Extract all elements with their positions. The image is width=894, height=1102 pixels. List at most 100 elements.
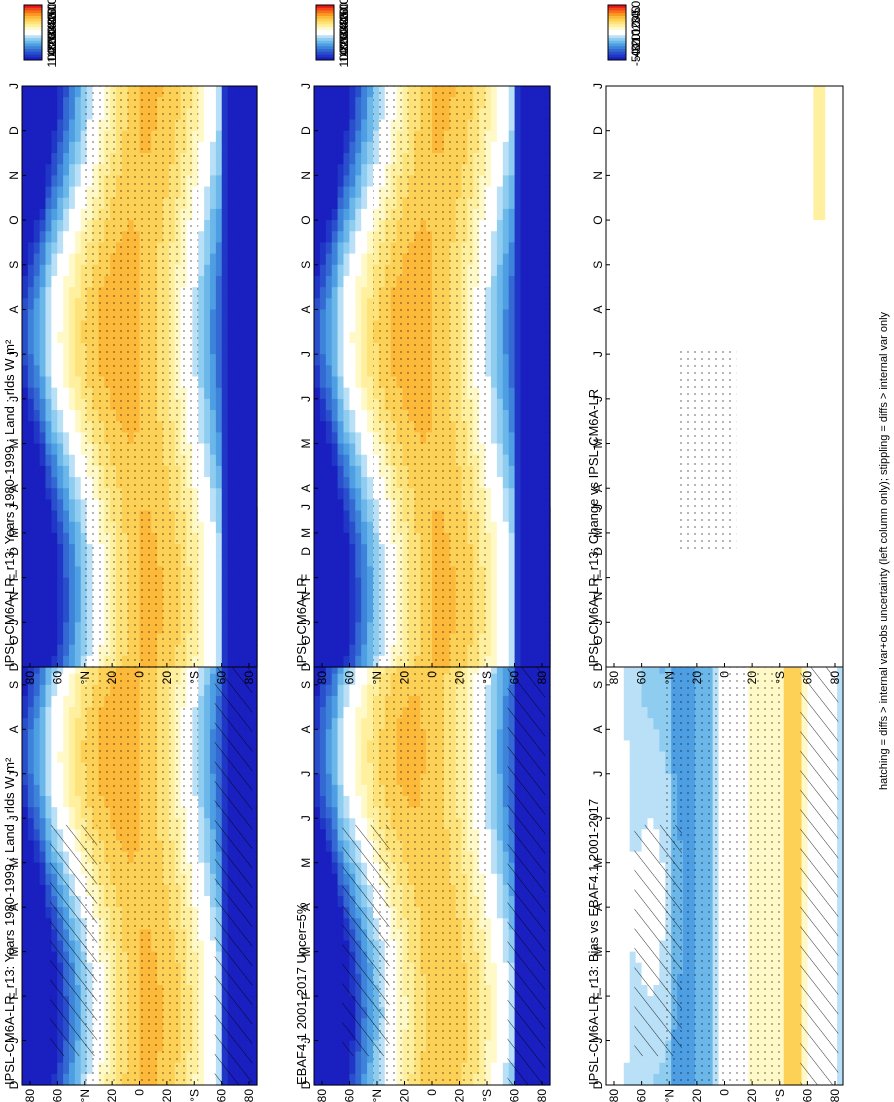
heatmap-cell <box>337 840 345 853</box>
heatmap-cell <box>251 662 258 675</box>
heatmap-cell <box>491 784 498 797</box>
heatmap-cell <box>198 984 205 997</box>
heatmap-cell <box>251 873 258 886</box>
heatmap-cell <box>319 762 327 775</box>
month-label: A <box>299 903 313 911</box>
heatmap-cell <box>325 684 333 697</box>
heatmap-cell <box>204 1040 211 1053</box>
heatmap-cell <box>331 862 339 875</box>
heatmap-cell <box>349 695 356 708</box>
heatmap-cell <box>617 962 625 975</box>
heatmap-cell <box>617 896 625 908</box>
heatmap-cell <box>343 773 350 786</box>
heatmap-cell <box>45 940 52 953</box>
heatmap-cell <box>314 762 321 775</box>
heatmap-cell <box>22 807 29 819</box>
heatmap-cell <box>491 1029 498 1042</box>
heatmap-cell <box>659 673 666 686</box>
heatmap-cell <box>27 762 35 775</box>
heatmap-cell <box>22 740 29 753</box>
heatmap-cell <box>337 1018 345 1031</box>
heatmap-cell <box>659 707 666 719</box>
heatmap-cell <box>27 673 35 686</box>
heatmap-cell <box>198 973 205 986</box>
heatmap-cell <box>606 1029 613 1042</box>
heatmap-cell <box>198 996 205 1008</box>
heatmap-cell <box>251 818 258 830</box>
heatmap-cell <box>653 1051 660 1064</box>
heatmap-cell <box>27 751 35 764</box>
heatmap-cell <box>33 1073 41 1086</box>
heatmap-cell <box>635 818 643 830</box>
heatmap-cell <box>611 1018 619 1031</box>
heatmap-cell <box>22 684 29 697</box>
heatmap-cell <box>325 762 333 775</box>
heatmap-cell <box>27 695 35 708</box>
heatmap-cell <box>210 996 217 1008</box>
heatmap-cell <box>544 762 551 775</box>
heatmap-cell <box>659 784 666 797</box>
heatmap-cell <box>33 1029 41 1042</box>
month-label: J <box>7 815 21 821</box>
heatmap-cell <box>606 773 613 786</box>
heatmap-cell <box>33 751 41 764</box>
heatmap-cell <box>74 751 82 764</box>
heatmap-cell <box>491 918 498 930</box>
heatmap-cell <box>22 862 29 875</box>
heatmap-cell <box>331 796 339 808</box>
heatmap-cell <box>57 773 64 786</box>
heatmap-cell <box>659 740 666 753</box>
heatmap-cell <box>641 796 649 808</box>
heatmap-cell <box>606 1018 613 1031</box>
heatmap-cell <box>319 862 327 875</box>
heatmap-cell <box>251 695 258 708</box>
lat-label: 60 <box>215 1089 229 1102</box>
heatmap-cell <box>198 851 205 864</box>
heatmap-cell <box>314 851 321 864</box>
heatmap-cell <box>314 673 321 686</box>
heatmap-cell <box>367 784 374 797</box>
heatmap-cell <box>496 907 504 919</box>
heatmap-cell <box>27 840 35 853</box>
heatmap-cell <box>331 662 339 675</box>
heatmap-cell <box>355 784 362 797</box>
heatmap-cell <box>74 729 82 742</box>
heatmap-cell <box>314 1073 321 1086</box>
heatmap-cell <box>251 907 258 919</box>
heatmap-cell <box>611 662 619 675</box>
heatmap-cell <box>33 829 41 842</box>
heatmap-cell <box>22 718 29 730</box>
heatmap-cell <box>33 918 41 930</box>
heatmap-cell <box>251 718 258 730</box>
heatmap-cell <box>27 1062 35 1075</box>
heatmap-cell <box>331 807 339 819</box>
heatmap-cell <box>606 829 613 842</box>
heatmap-cell <box>617 884 625 897</box>
heatmap-cell <box>45 1029 52 1042</box>
heatmap-cell <box>659 1051 666 1064</box>
lat-label: °N <box>78 1089 92 1102</box>
heatmap-cell <box>63 1062 70 1075</box>
heatmap-cell <box>331 896 339 908</box>
heatmap-cell <box>69 773 76 786</box>
heatmap-cell <box>27 1007 35 1019</box>
heatmap-cell <box>617 1051 625 1064</box>
heatmap-cell <box>337 918 345 930</box>
heatmap-cell <box>210 1029 217 1042</box>
heatmap-cell <box>22 1062 29 1075</box>
heatmap-cell <box>617 695 625 708</box>
heatmap-cell <box>647 740 654 753</box>
heatmap-cell <box>45 762 52 775</box>
heatmap-cell <box>325 973 333 986</box>
heatmap-cell <box>39 1051 47 1064</box>
heatmap-cell <box>319 1018 327 1031</box>
heatmap-cell <box>544 929 551 942</box>
heatmap-cell <box>39 718 47 730</box>
heatmap-cell <box>57 1062 64 1075</box>
heatmap-cell <box>39 707 47 719</box>
heatmap-cell <box>611 962 619 975</box>
heatmap-cell <box>210 1040 217 1053</box>
heatmap-cell <box>544 751 551 764</box>
heatmap-cell <box>629 684 637 697</box>
